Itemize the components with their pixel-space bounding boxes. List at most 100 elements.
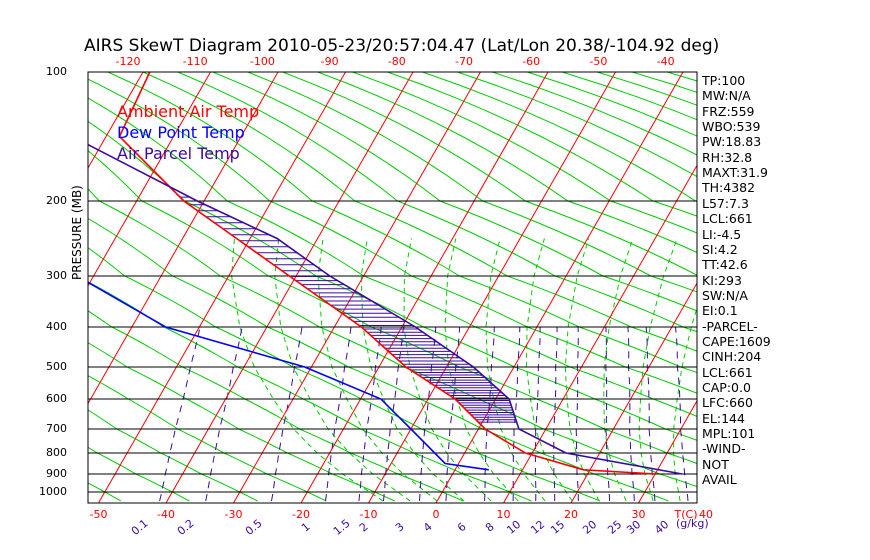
mixing-ratio-label: 1 xyxy=(299,520,313,534)
mixing-ratio-label: 20 xyxy=(580,518,599,537)
bottom-temp-tick-label: -40 xyxy=(157,508,175,521)
bottom-temp-tick-label: 40 xyxy=(699,508,713,521)
isotherm-line xyxy=(570,282,697,503)
moist-adiabat-line xyxy=(444,238,519,502)
top-temp-tick-label: -40 xyxy=(657,55,675,68)
moist-adiabat-line xyxy=(360,238,465,502)
moist-adiabat-line xyxy=(485,238,546,502)
mixing-ratio-line xyxy=(645,326,656,502)
index-item: SI:4.2 xyxy=(702,241,738,257)
mixing-ratio-line xyxy=(575,326,579,501)
temp-unit-label: T(C) xyxy=(674,508,698,521)
mixing-ratio-line xyxy=(512,326,521,502)
dry-adiabat-line xyxy=(88,120,697,441)
dry-adiabat-line xyxy=(88,281,532,502)
mixing-ratio-line xyxy=(418,326,437,502)
bottom-temp-tick-label: -10 xyxy=(360,508,378,521)
legend-dew-point-temp: Dew Point Temp xyxy=(117,123,245,142)
mixing-ratio-line xyxy=(534,327,541,502)
mixing-ratio-line xyxy=(605,326,610,502)
mixing-ratio-unit-label: (g/kg) xyxy=(676,517,709,530)
dry-adiabat-line xyxy=(387,72,697,217)
index-item: CAPE:1609 xyxy=(702,333,771,349)
index-item: -PARCEL- xyxy=(702,318,758,334)
top-temp-tick-label: -90 xyxy=(321,55,339,68)
dry-adiabat-line xyxy=(88,409,258,502)
isotherm-line xyxy=(368,72,617,503)
dry-adiabat-line xyxy=(88,217,669,502)
dry-adiabat-line xyxy=(842,72,870,501)
moist-adiabat-line xyxy=(564,238,600,502)
pressure-tick-label: 200 xyxy=(46,194,67,207)
mixing-ratio-label: 12 xyxy=(528,518,547,537)
mixing-ratio-label: 1.5 xyxy=(331,517,353,538)
dry-adiabat-line xyxy=(88,97,697,418)
mixing-ratio-label: 25 xyxy=(605,518,624,537)
index-item: -WIND- xyxy=(702,441,746,457)
isotherm-line xyxy=(841,46,870,503)
mixing-ratio-label: 8 xyxy=(483,520,497,534)
moist-adiabat-line xyxy=(317,238,438,502)
pressure-tick-label: 900 xyxy=(46,467,67,480)
pressure-tick-label: 1000 xyxy=(39,485,67,498)
bottom-temp-tick-label: -20 xyxy=(292,508,310,521)
moist-adiabat-line xyxy=(603,238,634,502)
index-item: MAXT:31.9 xyxy=(702,165,768,181)
legend-ambient-air-temp: Ambient Air Temp xyxy=(117,102,260,121)
dry-adiabat-line xyxy=(247,72,697,293)
mixing-ratio-label: 4 xyxy=(421,520,435,534)
dry-adiabat-line xyxy=(88,78,697,394)
bottom-temp-tick-label: 30 xyxy=(632,508,646,521)
index-item: EL:144 xyxy=(702,410,745,426)
index-item: MPL:101 xyxy=(702,426,756,442)
dry-adiabat-line xyxy=(666,72,697,82)
dry-adiabat-line xyxy=(212,72,697,312)
dry-adiabat-line xyxy=(807,72,870,501)
top-temp-tick-label: -60 xyxy=(522,55,540,68)
isotherm-line xyxy=(435,72,684,503)
dry-adiabat-line xyxy=(88,482,122,502)
top-temp-tick-label: -100 xyxy=(250,55,275,68)
parcel-temp-line xyxy=(88,143,683,475)
mixing-ratio-line xyxy=(383,326,404,502)
index-item: LCL:661 xyxy=(702,364,753,380)
index-item: WBO:539 xyxy=(702,119,761,135)
index-item: RH:32.8 xyxy=(702,149,753,165)
pressure-tick-label: 300 xyxy=(46,269,67,282)
isotherm-line xyxy=(638,399,697,503)
pressure-tick-label: 600 xyxy=(46,392,67,405)
dry-adiabat-line xyxy=(88,446,190,502)
dry-adiabat-line xyxy=(457,72,697,178)
pressure-tick-label: 700 xyxy=(46,422,67,435)
isotherm-line xyxy=(165,72,414,503)
isotherm-line xyxy=(98,72,347,503)
mixing-ratio-label: 6 xyxy=(455,520,469,534)
mixing-ratio-line xyxy=(484,326,495,502)
index-item: LI:-4.5 xyxy=(702,226,742,242)
mixing-ratio-line xyxy=(358,326,382,502)
dry-adiabat-line xyxy=(177,72,697,333)
top-temp-tick-label: -110 xyxy=(183,55,208,68)
isotherm-line xyxy=(300,72,549,503)
mixing-ratio-line xyxy=(325,326,352,502)
isotherm-line xyxy=(88,72,144,169)
mixing-ratio-line xyxy=(553,326,558,501)
mixing-ratio-label: 0.5 xyxy=(243,517,265,538)
y-axis-label: PRESSURE (MB) xyxy=(70,185,84,280)
plot-area xyxy=(0,46,870,503)
index-item: CINH:204 xyxy=(702,349,762,365)
mixing-ratio-line xyxy=(271,326,303,502)
mixing-ratio-label: 40 xyxy=(652,518,671,537)
chart-title: AIRS SkewT Diagram 2010-05-23/20:57:04.4… xyxy=(84,36,720,56)
dry-adiabat-line xyxy=(0,72,52,501)
mixing-ratio-line xyxy=(627,326,635,502)
mixing-ratio-label: 3 xyxy=(393,520,407,534)
index-item: PW:18.83 xyxy=(702,134,762,150)
mixing-ratio-label: 2 xyxy=(357,520,371,534)
dry-adiabat-line xyxy=(88,375,327,502)
index-item: LCL:661 xyxy=(702,211,753,227)
isotherm-line xyxy=(774,46,870,503)
mixing-ratio-line xyxy=(675,326,689,502)
index-item: AVAIL xyxy=(702,472,737,488)
